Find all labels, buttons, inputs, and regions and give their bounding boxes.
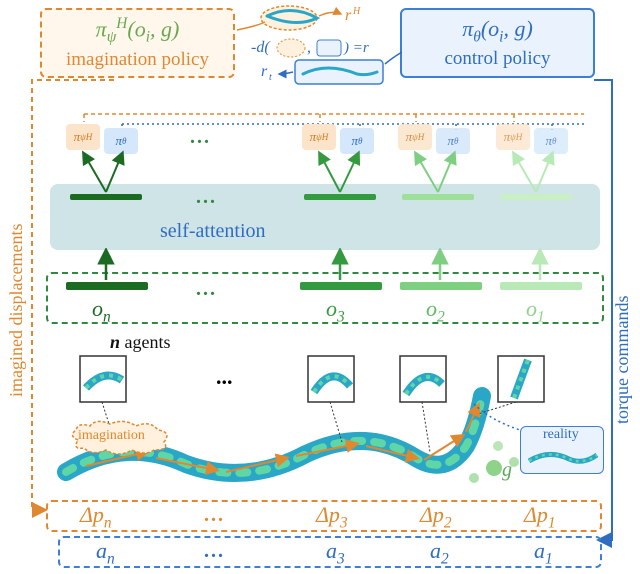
att-bar-2 — [402, 194, 474, 200]
obs-label-2: o2 — [426, 296, 445, 326]
obs-bar-2 — [400, 282, 482, 290]
obs-bar-1 — [500, 282, 582, 290]
reality-tag: reality — [520, 426, 604, 474]
cloud-top — [261, 6, 317, 30]
svg-text:) =r: ) =r — [343, 40, 369, 56]
minus-d: -d( — [251, 39, 271, 56]
imagination-label: imagination policy — [66, 49, 209, 71]
imagination-formula: πψH(oi, g) — [96, 15, 180, 47]
reward-center-svg: r H -d( , ) =r r t — [237, 2, 402, 90]
control-formula: πθ(oi, g) — [462, 16, 533, 46]
delta-n: Δpn — [80, 502, 112, 532]
obs-label-n: on — [92, 296, 111, 326]
att-bar-3 — [304, 194, 376, 200]
svg-text:g: g — [502, 459, 512, 481]
svg-text:H: H — [352, 6, 361, 17]
att-to-policy-arrows — [0, 150, 640, 194]
action-3: a3 — [326, 538, 345, 568]
action-1: a1 — [534, 538, 553, 568]
self-attention-label: self-attention — [160, 220, 266, 243]
delta-1: Δp1 — [524, 502, 556, 532]
control-label: control policy — [444, 48, 550, 70]
reality-link — [470, 400, 530, 440]
svg-text:,: , — [307, 39, 311, 56]
imagination-policy-box: πψH(oi, g) imagination policy — [40, 8, 235, 78]
dots-top: ... — [190, 126, 211, 149]
delta-3: Δp3 — [316, 502, 348, 532]
action-n: an — [96, 538, 115, 568]
dots-action: ... — [204, 540, 225, 563]
control-policy-box: πθ(oi, g) control policy — [400, 8, 595, 78]
rH-label: r — [345, 7, 352, 24]
obs-label-3: o3 — [326, 296, 345, 326]
hpolicy-1: πψH — [496, 124, 530, 150]
hpolicy-n: πψH — [66, 124, 100, 150]
att-bar-1 — [500, 194, 572, 200]
action-2: a2 — [430, 538, 449, 568]
obs-bar-3 — [300, 282, 382, 290]
delta-2: Δp2 — [420, 502, 452, 532]
hpolicy-2: πψH — [398, 124, 432, 150]
obs-bar-n — [66, 282, 148, 290]
imagination-tag: imagination — [66, 420, 174, 450]
hpolicy-3: πψH — [302, 124, 336, 150]
obs-to-att-arrows — [0, 248, 640, 282]
dots-delta: ... — [204, 504, 225, 527]
obs-label-1: o1 — [526, 296, 545, 326]
svg-text:...: ... — [216, 364, 233, 389]
att-bar-n — [70, 194, 142, 200]
